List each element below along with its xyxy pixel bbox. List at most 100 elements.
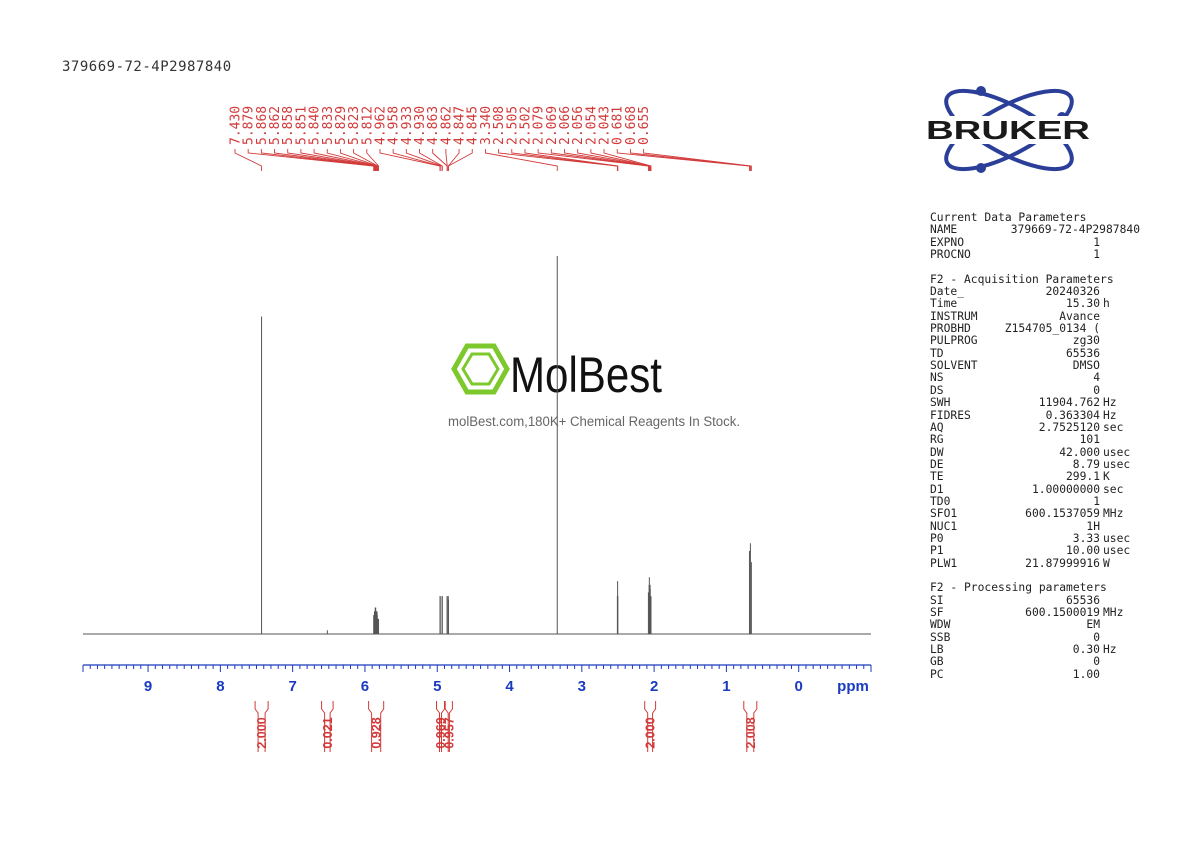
peak-label: 5.851 — [294, 106, 377, 171]
peak-label-text: 4.845 — [466, 106, 481, 145]
axis-tick-label: 0 — [795, 678, 803, 695]
param-section: Current Data Parameters NAME 379669-72-4P2… — [930, 211, 1140, 261]
param-row: NS 4 — [930, 371, 1140, 385]
param-row: Time 15.30 h — [930, 297, 1140, 311]
integral-bracket-left — [436, 701, 440, 752]
param-name: WDW — [930, 618, 951, 632]
peak-label-text: 2.079 — [532, 106, 547, 145]
peak-label-text: 2.508 — [492, 106, 507, 145]
param-unit: h — [1103, 297, 1110, 311]
integral-bracket-left — [644, 701, 649, 752]
param-name: INSTRUM — [930, 309, 978, 323]
peak-label: 0.655 — [637, 106, 752, 171]
param-value: 11904.762 — [1038, 396, 1100, 410]
peak-label: 5.879 — [242, 106, 375, 171]
peak-label-text: 2.043 — [598, 106, 613, 145]
param-name: NUC1 — [930, 519, 958, 533]
param-section-heading: F2 - Acquisition Parameters — [930, 272, 1114, 286]
peak-label-connector — [537, 149, 649, 171]
integral-bracket-right — [448, 701, 453, 752]
param-row: SI 65536 — [930, 593, 1140, 607]
peak-label-text: 4.863 — [426, 106, 441, 145]
axis-tick-label: 4 — [505, 678, 514, 695]
integral-value: 2.000 — [644, 717, 658, 748]
param-name: AQ — [930, 420, 944, 434]
peak-label-text: 5.840 — [308, 106, 323, 145]
peak-label-text: 4.862 — [439, 106, 454, 145]
axis-tick-label: 3 — [578, 678, 586, 695]
peak-label-text: 2.066 — [558, 106, 573, 145]
peak-label-connector — [603, 149, 652, 171]
axis-tick-label: 8 — [216, 678, 224, 695]
peak-label: 4.845 — [447, 106, 481, 171]
param-unit: sec — [1103, 482, 1124, 496]
peak-label-text: 3.340 — [479, 106, 494, 145]
axis-unit-label: ppm — [837, 678, 869, 695]
peak-label-connector — [629, 149, 751, 171]
param-unit: usec — [1103, 531, 1131, 545]
integral-bracket-left — [321, 701, 326, 752]
param-row: GB 0 — [930, 656, 1140, 669]
param-row: TD 65536 — [930, 346, 1140, 360]
param-row: DW 42.000 usec — [930, 445, 1140, 459]
ppm-axis: 9 8 7 6 5 4 3 2 1 0 ppm — [82, 664, 872, 695]
param-value: 1 — [1093, 494, 1100, 508]
param-row: LB 0.30 Hz — [930, 643, 1140, 657]
param-unit: Hz — [1103, 396, 1117, 410]
peak-label-text: 0.681 — [611, 106, 626, 145]
param-unit: W — [1103, 556, 1110, 570]
param-unit: MHz — [1103, 507, 1124, 521]
param-value: 1.00000000 — [1031, 482, 1100, 496]
peak-label-connector — [366, 149, 379, 171]
param-name: DW — [930, 445, 944, 459]
param-name: Date_ — [930, 285, 965, 299]
peak-label-connector — [524, 149, 619, 171]
peak-label-text: 2.505 — [505, 106, 520, 145]
integral-bracket-right — [264, 701, 269, 752]
param-row: WDW EM — [930, 618, 1140, 632]
param-row: PLW1 21.87999916 W — [930, 556, 1140, 570]
peak-label-text: 4.930 — [413, 106, 428, 145]
param-value: 65536 — [1065, 593, 1100, 607]
param-section-heading: F2 - Processing parameters — [930, 581, 1107, 595]
param-row: TE 299.1 K — [930, 470, 1140, 483]
param-value: 0.363304 — [1045, 408, 1100, 422]
param-row: SSB 0 — [930, 631, 1140, 644]
param-row: DE 8.79 usec — [930, 458, 1140, 471]
integral-bracket-right — [753, 701, 758, 752]
axis-tick-label: 2 — [650, 678, 658, 695]
bruker-wordmark: BRUKER — [926, 115, 1090, 145]
bruker-logo: BRUKER — [925, 86, 1091, 173]
param-name: PROBHD — [930, 322, 971, 336]
param-value: 600.1537059 — [1025, 507, 1100, 521]
param-unit: usec — [1103, 445, 1131, 459]
integral-bracket-right — [329, 701, 334, 752]
peak-label: 2.079 — [532, 106, 649, 171]
peak-label-text: 4.847 — [453, 106, 468, 145]
integral-bracket-left — [743, 701, 748, 752]
param-row: RG 101 — [930, 433, 1140, 446]
peak-label-text: 4.958 — [387, 106, 402, 145]
param-unit: Hz — [1103, 643, 1117, 657]
param-value: 3.33 — [1072, 531, 1100, 545]
param-name: PC — [930, 667, 944, 681]
param-row: P0 3.33 usec — [930, 531, 1140, 545]
param-name: SWH — [930, 396, 951, 410]
param-row: FIDRES 0.363304 Hz — [930, 408, 1140, 422]
param-value: 379669-72-4P2987840 — [1010, 223, 1140, 237]
peak-label-text: 4.933 — [400, 106, 415, 145]
peak-label-text: 2.502 — [518, 106, 533, 145]
param-section-heading: Current Data Parameters — [930, 211, 1087, 224]
integral-region: 0.969 — [434, 701, 448, 752]
param-value: DMSO — [1072, 359, 1100, 373]
peak-label: 2.066 — [558, 106, 650, 171]
param-value: 4 — [1093, 371, 1100, 385]
peak-label-text: 2.056 — [571, 106, 586, 145]
param-name: TD — [930, 346, 944, 360]
param-value: Avance — [1059, 309, 1100, 323]
param-row: EXPNO 1 — [930, 236, 1140, 249]
param-value: 42.000 — [1059, 445, 1100, 459]
param-value: 600.1500019 — [1025, 606, 1100, 619]
peak-label-connector — [484, 149, 558, 171]
